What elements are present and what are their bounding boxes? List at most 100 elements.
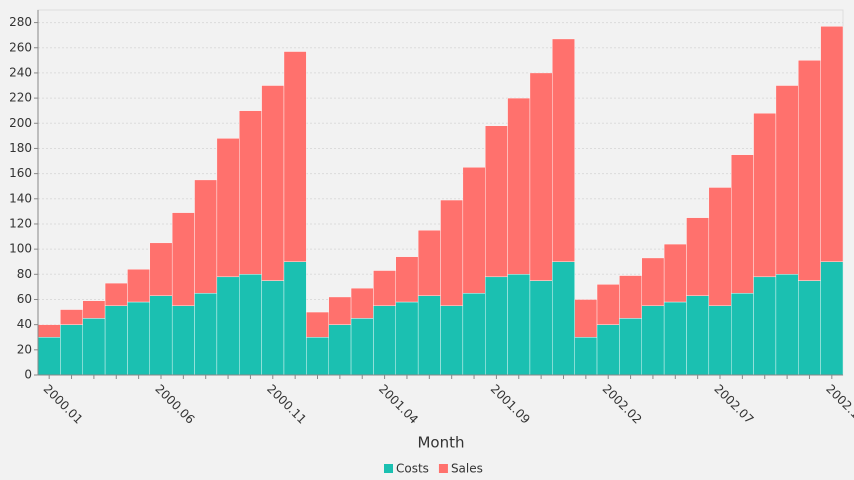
bar-segment [574, 337, 598, 376]
bar-segment [149, 295, 173, 376]
bar-segment [216, 138, 240, 278]
y-tick-label: 260 [9, 40, 32, 54]
legend-swatch [438, 464, 448, 473]
y-tick-label: 140 [9, 191, 32, 205]
bar-segment [462, 167, 486, 294]
bar-segment [619, 275, 642, 319]
bar-segment [820, 261, 844, 376]
y-tick-label: 280 [9, 15, 32, 29]
x-tick-label: 2002.12 [823, 382, 854, 427]
y-tick-label: 220 [9, 91, 32, 105]
bar-segment [529, 72, 553, 281]
bar-segment [239, 110, 262, 275]
bar-segment [127, 269, 151, 303]
bar-segment [663, 301, 687, 376]
bar-segment [619, 318, 642, 376]
y-tick-label: 200 [9, 116, 32, 130]
bar-segment [753, 113, 777, 278]
bar-segment [708, 187, 732, 306]
bar-segment [708, 305, 732, 376]
y-tick-label: 60 [17, 292, 32, 306]
bar-segment [104, 282, 128, 306]
legend-label: Sales [451, 462, 483, 476]
bar-segment [37, 324, 61, 338]
bar-segment [440, 305, 464, 376]
bar-segment [37, 337, 61, 376]
bar-segment [730, 154, 754, 294]
bar-segment [753, 276, 777, 376]
bar-segment [574, 299, 598, 338]
bar-segment [663, 243, 687, 303]
y-tick-label: 160 [9, 166, 32, 180]
bar-segment [820, 26, 844, 262]
bar-segment [239, 274, 262, 376]
y-tick-label: 20 [17, 342, 32, 356]
bar-segment [417, 295, 441, 376]
bar-segment [350, 287, 374, 319]
bar-segment [485, 276, 508, 376]
bar-segment [306, 337, 329, 376]
bar-segment [596, 324, 620, 376]
legend-swatch [384, 464, 393, 473]
bar-segment [596, 284, 620, 325]
bar-segment [261, 280, 285, 376]
bar-segment [417, 230, 441, 296]
bar-segment [485, 125, 508, 278]
bar-segment [283, 51, 307, 262]
bar-segment [306, 311, 329, 338]
bar-segment [775, 85, 799, 275]
bar-segment [395, 301, 419, 376]
bar-segment [641, 257, 665, 306]
bar-segment [82, 318, 106, 376]
x-tick-label: 2002.02 [600, 382, 645, 427]
bar-segment [373, 305, 396, 376]
y-tick-label: 100 [9, 242, 32, 256]
x-tick-label: 2001.09 [488, 382, 533, 427]
x-axis-title: Month [417, 434, 464, 452]
bar-segment [462, 292, 486, 376]
x-tick-label: 2002.07 [711, 382, 756, 427]
bar-segment [395, 256, 419, 303]
y-tick-label: 120 [9, 216, 32, 230]
y-tick-label: 40 [17, 317, 32, 331]
bar-segment [798, 60, 821, 281]
bar-segment [216, 276, 240, 376]
x-tick-label: 2000.01 [41, 382, 86, 427]
bar-segment [328, 324, 352, 376]
bar-segment [171, 305, 195, 376]
bar-segment [373, 270, 396, 306]
bar-segment [194, 292, 218, 376]
bar-segment [641, 305, 665, 376]
bar-segment [60, 324, 83, 376]
bar-segment [149, 242, 173, 296]
y-tick-label: 240 [9, 65, 32, 79]
bar-segment [507, 97, 531, 275]
bar-segment [60, 309, 83, 325]
bar-segment [104, 305, 128, 376]
y-tick-label: 0 [24, 368, 32, 382]
bar-segment [775, 274, 799, 376]
x-tick-label: 2001.04 [376, 382, 421, 427]
bar-segment [127, 301, 151, 376]
x-tick-label: 2000.11 [264, 382, 309, 427]
y-tick-label: 80 [17, 267, 32, 281]
bar-segment [440, 199, 464, 306]
bar-segment [552, 261, 575, 376]
bar-segment [686, 295, 710, 376]
bar-segment [552, 38, 575, 262]
bar-segment [350, 318, 374, 376]
bar-segment [194, 179, 218, 294]
y-tick-label: 180 [9, 141, 32, 155]
bar-segment [171, 212, 195, 306]
x-tick-label: 2000.06 [152, 382, 197, 427]
bar-segment [798, 280, 821, 376]
bar-segment [261, 85, 285, 281]
legend-label: Costs [396, 462, 429, 476]
bar-segment [283, 261, 307, 376]
bar-segment [686, 217, 710, 296]
bar-segment [730, 292, 754, 376]
bar-segment [507, 274, 531, 376]
bar-segment [529, 280, 553, 376]
bar-segment [328, 296, 352, 325]
